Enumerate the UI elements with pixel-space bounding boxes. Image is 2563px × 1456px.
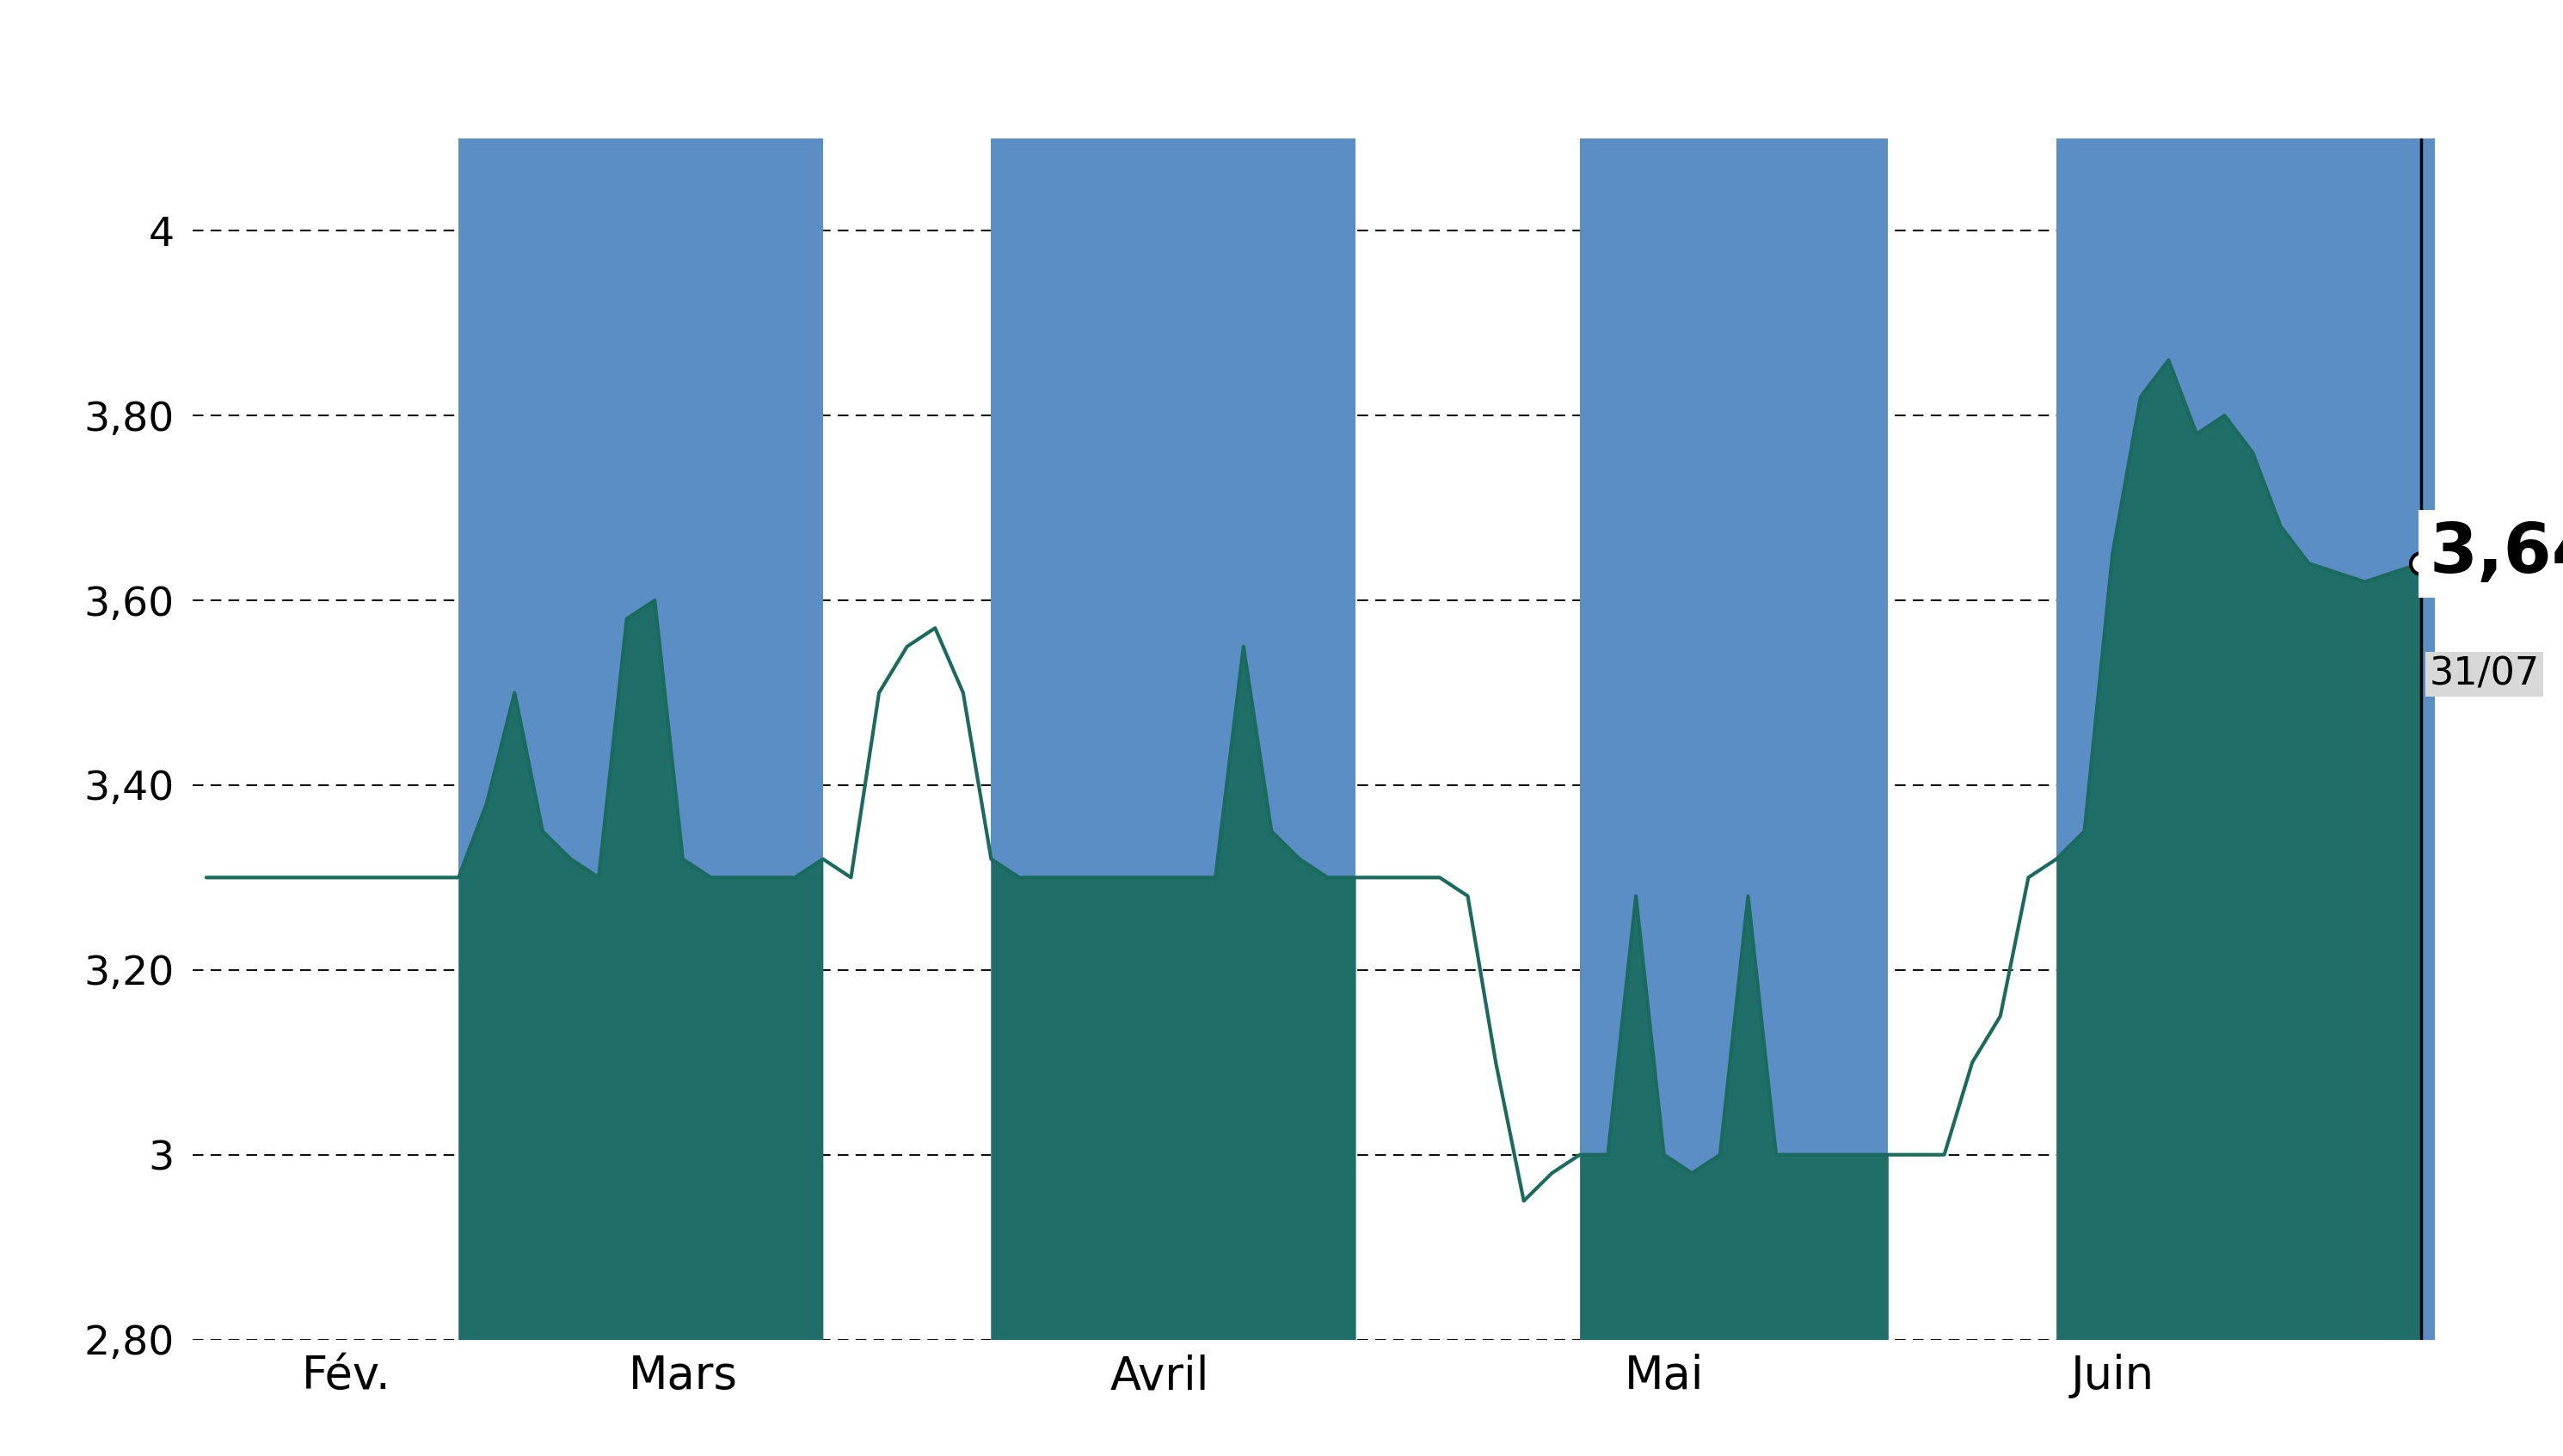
Bar bbox=[2366, 138, 2435, 1340]
Text: 31/07: 31/07 bbox=[2430, 655, 2540, 693]
Text: 3,64: 3,64 bbox=[2430, 521, 2563, 588]
Bar bbox=[992, 138, 1356, 1340]
Text: ELECT. MADAGASCAR: ELECT. MADAGASCAR bbox=[710, 16, 1853, 108]
Bar bbox=[2056, 138, 2366, 1340]
Bar bbox=[1579, 138, 1889, 1340]
Bar bbox=[459, 138, 823, 1340]
